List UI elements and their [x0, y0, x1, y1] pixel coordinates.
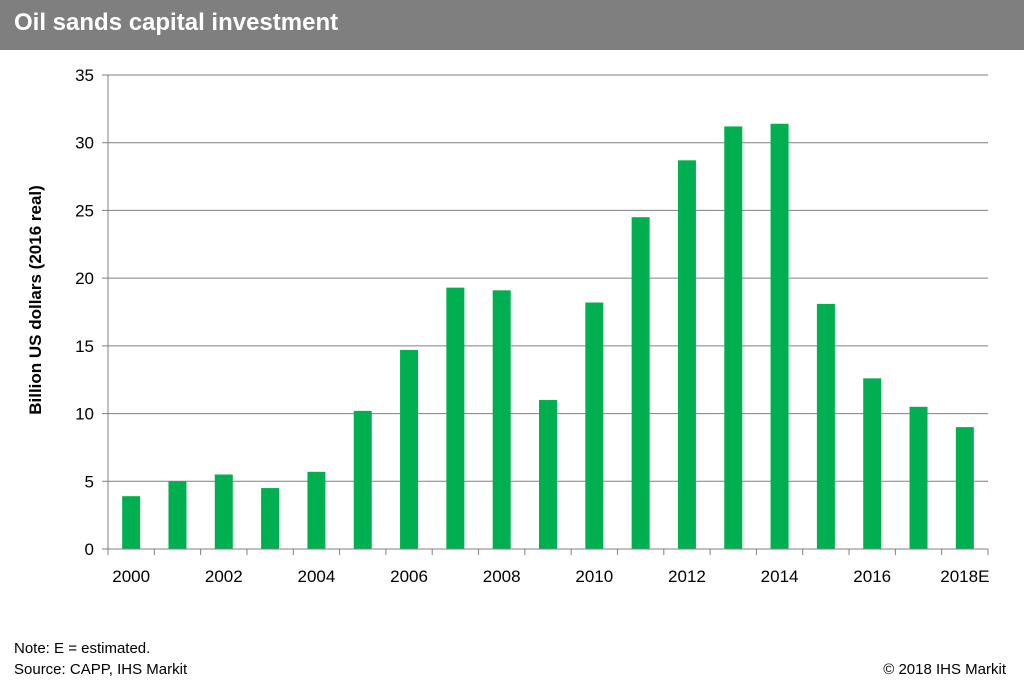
- bar-2001: [168, 481, 187, 549]
- chart-title: Oil sands capital investment: [14, 9, 339, 36]
- x-tick-label: 2000: [112, 567, 150, 586]
- bar-2008: [492, 290, 511, 549]
- bar-2007: [446, 287, 465, 549]
- bar-2010: [585, 302, 604, 549]
- y-tick-label: 0: [85, 540, 94, 559]
- y-tick-label: 25: [75, 201, 94, 220]
- footer-copyright: © 2018 IHS Markit: [883, 661, 1006, 678]
- bar-2003: [261, 488, 280, 549]
- x-tick-label: 2010: [575, 567, 613, 586]
- footer-source: Source: CAPP, IHS Markit: [14, 661, 188, 678]
- bar-2015: [816, 303, 835, 549]
- bar-2011: [631, 217, 650, 549]
- bar-2006: [400, 349, 419, 549]
- x-tick-label: 2018E: [940, 567, 989, 586]
- x-tick-label: 2008: [483, 567, 521, 586]
- y-tick-label: 10: [75, 405, 94, 424]
- x-tick-label: 2002: [205, 567, 243, 586]
- axes: [102, 74, 989, 555]
- bar-2002: [214, 474, 233, 549]
- footer-note: Note: E = estimated.: [14, 640, 151, 657]
- y-axis-label: Billion US dollars (2016 real): [26, 185, 45, 415]
- bar-2009: [539, 400, 557, 549]
- gridlines: [108, 74, 988, 482]
- y-tick-label: 15: [75, 337, 94, 356]
- x-tick-label: 2006: [390, 567, 428, 586]
- x-tick-label: 2004: [298, 567, 336, 586]
- bar-2013: [724, 126, 743, 549]
- x-tick-label: 2012: [668, 567, 706, 586]
- bar-2018E: [955, 427, 974, 549]
- bar-2005: [353, 410, 372, 549]
- x-tick-label: 2014: [761, 567, 799, 586]
- bars: [122, 123, 974, 550]
- bar-2017: [909, 406, 928, 549]
- y-tick-label: 20: [75, 269, 94, 288]
- y-tick-label: 35: [75, 66, 94, 85]
- bar-2016: [863, 378, 882, 549]
- bar-2004: [307, 471, 326, 549]
- y-tick-label: 5: [85, 472, 94, 491]
- bar-2014: [770, 123, 789, 550]
- x-tick-label: 2016: [853, 567, 891, 586]
- axis-labels: 0 5 10 15 20 25 30 35 2000 2002 2004 2006 2008 2010 20…: [75, 66, 989, 586]
- bar-2000: [122, 496, 141, 549]
- bar-2012: [677, 160, 696, 549]
- y-tick-label: 30: [75, 134, 94, 153]
- header-bar: Oil sands capital investment: [0, 0, 1024, 50]
